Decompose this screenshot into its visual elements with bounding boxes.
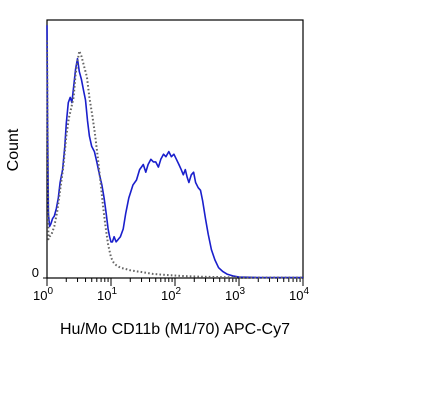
series-2-dotted-line xyxy=(46,40,303,279)
x-tick-label: 104 xyxy=(289,286,309,303)
x-tick-label-base: 10 xyxy=(161,288,175,303)
series-1-solid-line xyxy=(46,25,303,279)
x-minor-ticks xyxy=(65,278,301,282)
x-tick-labels: 100 101 102 103 104 xyxy=(33,286,309,303)
x-tick-label: 102 xyxy=(161,286,181,303)
x-tick-label-exponent: 4 xyxy=(303,286,309,297)
x-tick-label: 100 xyxy=(33,286,53,303)
plot-frame xyxy=(46,19,304,279)
x-tick-label-base: 10 xyxy=(289,288,303,303)
series-layer xyxy=(46,25,303,279)
x-tick-label: 101 xyxy=(97,286,117,303)
x-tick-label-base: 10 xyxy=(225,288,239,303)
y-ticks: 0 xyxy=(32,265,47,280)
x-tick-label: 103 xyxy=(225,286,245,303)
x-tick-label-base: 10 xyxy=(33,288,47,303)
x-tick-label-exponent: 2 xyxy=(175,286,181,297)
x-axis-title: Hu/Mo CD11b (M1/70) APC-Cy7 xyxy=(60,321,290,338)
x-major-ticks xyxy=(46,278,304,286)
x-tick-label-base: 10 xyxy=(97,288,111,303)
x-tick-label-exponent: 3 xyxy=(239,286,245,297)
x-tick-label-exponent: 1 xyxy=(111,286,117,297)
y-axis-title: Count xyxy=(5,128,22,171)
x-tick-label-exponent: 0 xyxy=(47,286,53,297)
y-tick-label: 0 xyxy=(32,265,39,280)
